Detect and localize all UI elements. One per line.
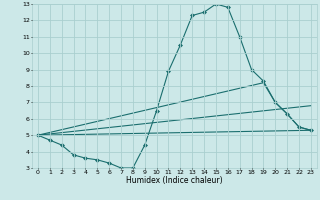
X-axis label: Humidex (Indice chaleur): Humidex (Indice chaleur)	[126, 176, 223, 185]
